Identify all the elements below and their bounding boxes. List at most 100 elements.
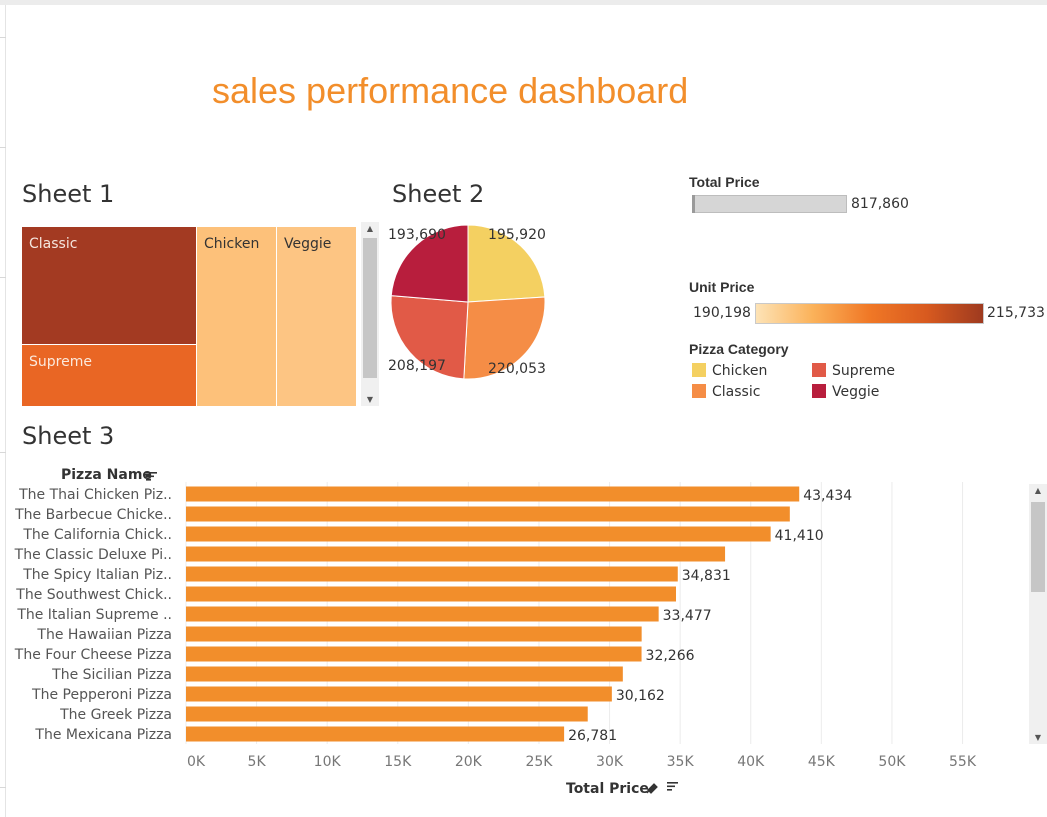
bar[interactable] [186, 486, 800, 502]
x-tick-label: 10K [314, 754, 342, 770]
legend-swatch [692, 363, 706, 377]
bar-category-label: The Classic Deluxe Pi.. [14, 547, 172, 563]
legend-swatch [692, 384, 706, 398]
bar[interactable] [186, 626, 642, 642]
x-tick-label: 0K [187, 754, 206, 770]
sheet2-title: Sheet 2 [392, 180, 485, 208]
sort-icon[interactable] [146, 479, 151, 481]
bar-category-label: The Barbecue Chicke.. [14, 507, 172, 523]
legend-item-chicken[interactable]: Chicken [692, 363, 767, 381]
bar[interactable] [186, 586, 677, 602]
bar[interactable] [186, 506, 790, 522]
pie-slice-chicken[interactable] [467, 224, 546, 303]
sheet1-title: Sheet 1 [22, 180, 115, 208]
sheet2-pie-chart: 195,920 220,053 208,197 193,690 [388, 224, 546, 380]
legend-swatch [812, 363, 826, 377]
bar[interactable] [186, 546, 726, 562]
bar-data-label: 32,266 [646, 648, 695, 664]
bar-category-label: The California Chick.. [22, 527, 172, 543]
scroll-up-icon[interactable]: ▲ [1034, 486, 1042, 495]
treemap-cell-chicken[interactable]: Chicken [197, 227, 276, 406]
legend-item-veggie[interactable]: Veggie [812, 384, 879, 402]
total-price-legend-value: 817,860 [851, 196, 909, 212]
sheet3-bar-chart: Pizza Name The Thai Chicken Piz.. 43,434 Th… [14, 467, 977, 797]
x-tick-label: 20K [455, 754, 483, 770]
total-price-legend-bar [692, 195, 847, 213]
legend-label: Veggie [832, 384, 880, 400]
treemap-label: Supreme [29, 354, 92, 370]
treemap-cell-classic[interactable]: Classic [22, 227, 196, 344]
bar-category-label: The Spicy Italian Piz.. [22, 567, 172, 583]
bar-data-label: 34,831 [682, 568, 731, 584]
pie-slice-classic[interactable] [463, 296, 546, 380]
legend-label: Classic [712, 384, 761, 400]
x-tick-label: 30K [596, 754, 624, 770]
sheet3-scrollbar[interactable]: ▲ ▼ [1029, 484, 1047, 744]
x-axis-title[interactable]: Total Price [566, 781, 649, 797]
sort-icon[interactable] [146, 472, 157, 474]
pie-data-label: 220,053 [488, 361, 546, 377]
sort-icon[interactable] [667, 789, 672, 791]
bar-data-label: 41,410 [775, 528, 824, 544]
x-tick-label: 40K [737, 754, 765, 770]
sheet1-scrollbar[interactable]: ▲ ▼ [361, 222, 379, 406]
left-edge-strip [0, 5, 6, 817]
bar[interactable] [186, 646, 642, 662]
bar[interactable] [186, 526, 771, 542]
scroll-down-icon[interactable]: ▼ [366, 395, 374, 404]
bar-category-label: The Four Cheese Pizza [14, 647, 172, 663]
x-tick-label: 15K [384, 754, 412, 770]
scroll-thumb[interactable] [1031, 502, 1045, 592]
bar-category-label: The Thai Chicken Piz.. [18, 487, 172, 503]
treemap-cell-supreme[interactable]: Supreme [22, 345, 196, 406]
bar-category-label: The Italian Supreme .. [16, 607, 172, 623]
x-tick-label: 45K [808, 754, 836, 770]
bar-data-label: 33,477 [663, 608, 712, 624]
bar-category-label: The Pepperoni Pizza [31, 687, 172, 703]
bar[interactable] [186, 606, 659, 622]
pie-data-label: 208,197 [388, 358, 446, 374]
bar[interactable] [186, 706, 588, 722]
row-header-pizza-name[interactable]: Pizza Name [61, 467, 152, 483]
bar-category-label: The Greek Pizza [59, 707, 172, 723]
unit-price-gradient-bar [755, 303, 984, 324]
pin-icon[interactable] [646, 783, 658, 794]
legend-item-supreme[interactable]: Supreme [812, 363, 895, 381]
bar-category-label: The Southwest Chick.. [15, 587, 172, 603]
scroll-up-icon[interactable]: ▲ [366, 224, 374, 233]
treemap-cell-veggie[interactable]: Veggie [277, 227, 356, 406]
bar-data-label: 43,434 [803, 488, 852, 504]
top-bar [0, 0, 1047, 5]
bar-category-label: The Mexicana Pizza [34, 727, 172, 743]
sort-icon[interactable] [667, 782, 678, 784]
unit-price-legend-max: 215,733 [987, 305, 1045, 321]
treemap-label: Chicken [204, 236, 260, 252]
pie-data-label: 195,920 [488, 227, 546, 243]
pie-data-label: 193,690 [388, 227, 446, 243]
bar[interactable] [186, 726, 565, 742]
unit-price-legend-min: 190,198 [693, 305, 751, 321]
total-price-legend-marker [692, 195, 695, 213]
sheet3-title: Sheet 3 [22, 422, 115, 450]
sort-icon[interactable] [146, 475, 154, 478]
unit-price-legend-title: Unit Price [689, 279, 755, 295]
legend-label: Supreme [832, 363, 895, 379]
scroll-thumb[interactable] [363, 238, 377, 378]
x-tick-label: 35K [667, 754, 695, 770]
bar-category-label: The Hawaiian Pizza [36, 627, 172, 643]
total-price-legend-title: Total Price [689, 174, 760, 190]
bar[interactable] [186, 666, 623, 682]
legend-item-classic[interactable]: Classic [692, 384, 760, 402]
x-tick-label: 50K [878, 754, 906, 770]
x-tick-label: 25K [525, 754, 553, 770]
pizza-category-legend-title: Pizza Category [689, 341, 789, 357]
x-tick-label: 5K [248, 754, 267, 770]
scroll-down-icon[interactable]: ▼ [1034, 733, 1042, 742]
sort-icon[interactable] [667, 785, 675, 788]
legend-label: Chicken [712, 363, 768, 379]
pie-slice-supreme[interactable] [390, 295, 469, 380]
x-tick-label: 55K [949, 754, 977, 770]
bar[interactable] [186, 566, 678, 582]
pie-slice-veggie[interactable] [390, 224, 469, 303]
bar[interactable] [186, 686, 612, 702]
